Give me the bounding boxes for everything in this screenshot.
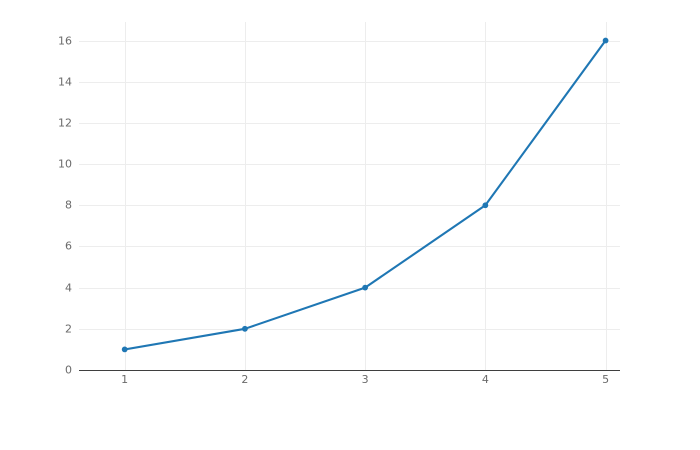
- x-tick-label: 3: [361, 373, 369, 386]
- gridline-horizontal: [79, 122, 620, 124]
- gridline-horizontal: [79, 205, 620, 207]
- series-group: [121, 37, 609, 353]
- gridline-vertical: [485, 22, 487, 370]
- data-point: [362, 284, 369, 291]
- series-line: [123, 39, 607, 351]
- x-tick-label: 5: [602, 373, 610, 386]
- data-point: [121, 346, 128, 353]
- gridline-vertical: [244, 22, 246, 370]
- gridline-horizontal: [79, 246, 620, 248]
- y-tick-label: 6: [65, 239, 72, 253]
- plot-area: [79, 22, 620, 371]
- y-tick-label: 2: [65, 322, 72, 336]
- gridline-horizontal: [79, 40, 620, 42]
- gridline-vertical: [365, 22, 367, 370]
- data-point: [482, 202, 489, 209]
- y-tick-label: 4: [65, 281, 72, 295]
- x-tick-label: 4: [481, 373, 489, 386]
- y-tick-label: 8: [65, 198, 72, 212]
- y-tick-label: 10: [58, 157, 72, 171]
- gridline-horizontal: [79, 81, 620, 83]
- y-tick-label: 14: [58, 75, 72, 89]
- gridline-horizontal: [79, 164, 620, 166]
- data-point: [242, 325, 248, 332]
- x-axis-line: [79, 370, 620, 371]
- y-axis-tick-labels: 0 2 4 6 8 10 12 14 16: [0, 0, 72, 450]
- x-tick-label: 2: [241, 373, 249, 386]
- x-tick-label: 1: [121, 373, 129, 386]
- gridline-horizontal: [79, 328, 620, 330]
- data-point: [602, 37, 609, 44]
- y-tick-label: 16: [58, 34, 72, 48]
- y-tick-label: 12: [58, 116, 72, 130]
- gridline-vertical: [605, 22, 607, 370]
- y-tick-label: 0: [65, 363, 72, 377]
- gridline-vertical: [124, 22, 126, 370]
- gridline-horizontal: [79, 287, 620, 289]
